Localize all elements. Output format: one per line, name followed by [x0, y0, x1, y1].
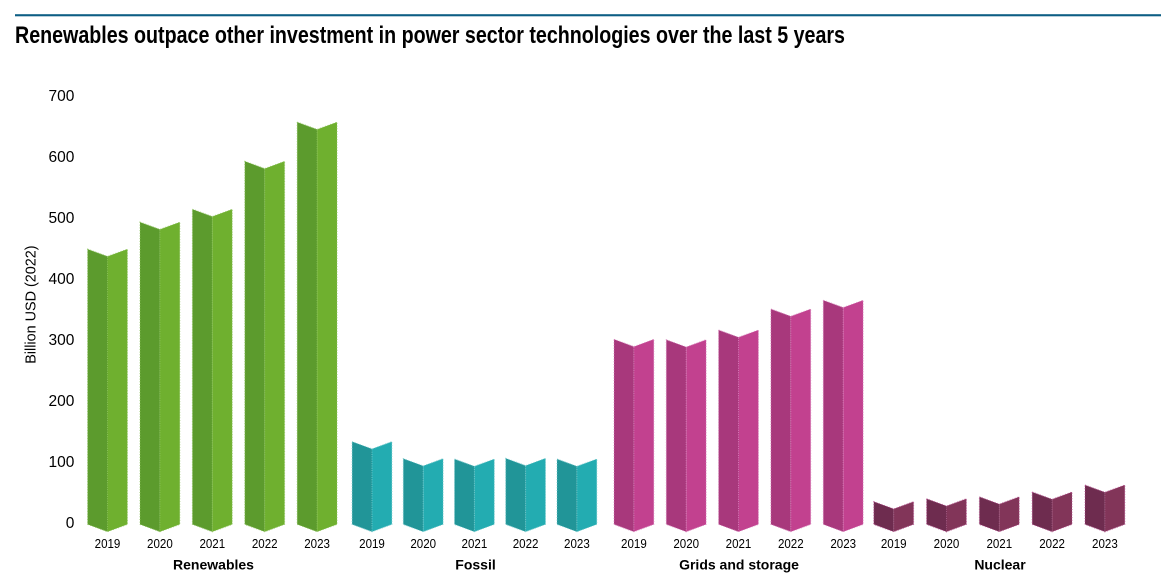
svg-text:Grids and storage: Grids and storage [679, 557, 799, 573]
svg-text:700: 700 [49, 88, 75, 105]
svg-text:300: 300 [49, 332, 75, 349]
svg-text:600: 600 [49, 149, 75, 166]
svg-text:2023: 2023 [830, 536, 856, 551]
svg-text:2019: 2019 [881, 536, 907, 551]
svg-text:2022: 2022 [252, 536, 278, 551]
svg-text:2020: 2020 [147, 536, 173, 551]
svg-text:2023: 2023 [304, 536, 330, 551]
svg-text:2023: 2023 [1092, 536, 1118, 551]
svg-text:400: 400 [49, 271, 75, 288]
svg-text:2019: 2019 [95, 536, 121, 551]
svg-text:Billion USD (2022): Billion USD (2022) [23, 245, 39, 363]
svg-text:2021: 2021 [462, 536, 488, 551]
svg-text:Renewables outpace other inves: Renewables outpace other investment in p… [15, 22, 845, 49]
svg-text:500: 500 [49, 210, 75, 227]
svg-text:2022: 2022 [513, 536, 539, 551]
svg-text:2020: 2020 [673, 536, 699, 551]
svg-text:2020: 2020 [410, 536, 436, 551]
svg-text:Fossil: Fossil [455, 557, 495, 573]
svg-text:2019: 2019 [621, 536, 647, 551]
svg-text:2021: 2021 [986, 536, 1012, 551]
svg-text:2023: 2023 [564, 536, 590, 551]
svg-text:100: 100 [49, 454, 75, 471]
svg-text:2021: 2021 [199, 536, 225, 551]
svg-text:2021: 2021 [726, 536, 752, 551]
svg-text:200: 200 [49, 393, 75, 410]
svg-text:0: 0 [66, 515, 75, 532]
svg-text:2022: 2022 [778, 536, 804, 551]
svg-text:Nuclear: Nuclear [974, 557, 1026, 573]
svg-text:2020: 2020 [934, 536, 960, 551]
svg-text:Renewables: Renewables [173, 557, 254, 573]
svg-text:2022: 2022 [1039, 536, 1065, 551]
svg-text:2019: 2019 [359, 536, 385, 551]
